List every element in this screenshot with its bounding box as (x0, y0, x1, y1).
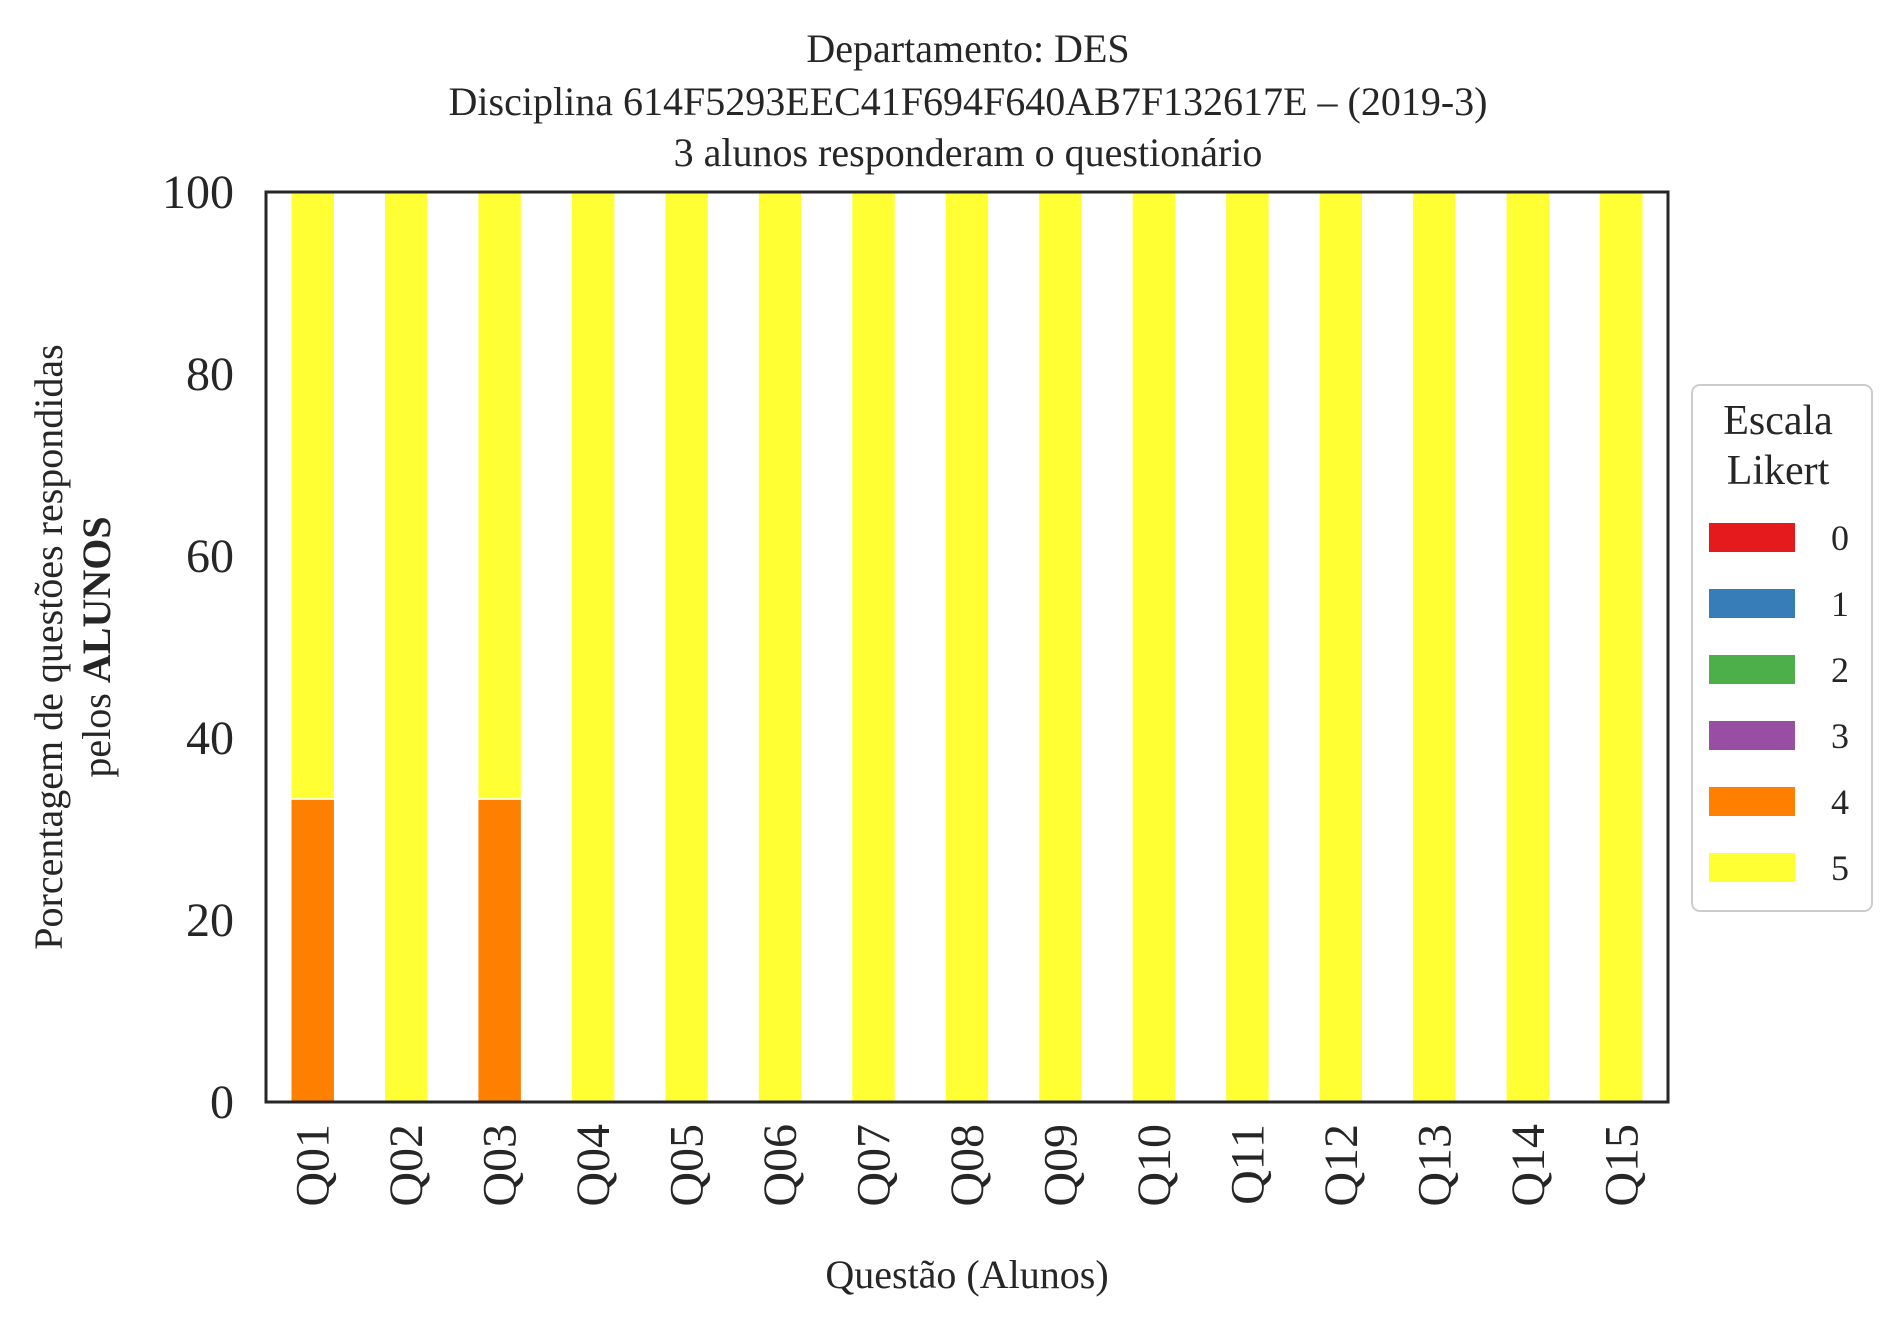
legend-label-2: 2 (1831, 650, 1849, 690)
x-tick-label-q05: Q05 (661, 1124, 714, 1207)
legend-label-0: 0 (1831, 518, 1849, 558)
legend-swatch-0 (1709, 523, 1795, 552)
legend-label-3: 3 (1831, 716, 1849, 756)
x-tick-label-q15: Q15 (1595, 1124, 1648, 1207)
legend-title-line-2: Likert (1727, 448, 1830, 494)
legend-label-5: 5 (1831, 848, 1849, 888)
x-tick-label-q04: Q04 (567, 1124, 620, 1207)
bar-q06-likert-5 (757, 191, 803, 1103)
bar-q03-likert-4 (476, 798, 523, 1103)
x-tick-label-q03: Q03 (474, 1124, 527, 1207)
chart-title: Departamento: DES Disciplina 614F5293EEC… (449, 26, 1488, 175)
bar-q15-likert-5 (1598, 191, 1644, 1103)
bar-q01-likert-4 (290, 798, 336, 1103)
bar-q13-likert-5 (1411, 191, 1458, 1103)
chart-title-line-2: Disciplina 614F5293EEC41F694F640AB7F1326… (449, 79, 1488, 124)
x-tick-label-q02: Q02 (380, 1124, 433, 1207)
bar-q10-likert-5 (1131, 191, 1177, 1103)
bar-q07-likert-5 (850, 191, 897, 1103)
legend-swatch-2 (1709, 655, 1795, 684)
y-tick-label-40: 40 (186, 712, 234, 765)
y-tick-label-100: 100 (162, 166, 234, 219)
legend-entries: 0 1 2 3 4 5 (1709, 518, 1849, 888)
bar-q11-likert-5 (1224, 191, 1271, 1103)
bar-q05-likert-5 (663, 191, 710, 1103)
bar-q09-likert-5 (1037, 191, 1084, 1103)
x-tick-label-q09: Q09 (1034, 1124, 1087, 1207)
legend-swatch-5 (1709, 853, 1795, 882)
legend-swatch-1 (1709, 589, 1795, 618)
y-tick-label-80: 80 (186, 348, 234, 401)
bar-q01-likert-5 (290, 191, 336, 800)
chart-title-line-1: Departamento: DES (806, 26, 1129, 71)
bar-q02-likert-5 (383, 191, 429, 1103)
x-tick-label-q12: Q12 (1315, 1124, 1368, 1207)
x-tick-label-q13: Q13 (1408, 1124, 1461, 1207)
y-axis-label-line-1: Porcentagem de questões respondidas (26, 344, 71, 949)
y-tick-label-0: 0 (210, 1076, 234, 1129)
y-tick-label-20: 20 (186, 894, 234, 947)
legend-frame (1691, 384, 1873, 912)
y-tick-label-60: 60 (186, 530, 234, 583)
y-axis-label-line-2: pelos ALUNOS (74, 516, 119, 777)
bar-q14-likert-5 (1505, 191, 1551, 1103)
x-axis-label: Questão (Alunos) (825, 1252, 1108, 1297)
legend-swatch-4 (1709, 787, 1795, 816)
chart-title-line-3: 3 alunos responderam o questionário (674, 130, 1263, 175)
legend-label-4: 4 (1831, 782, 1849, 822)
x-tick-label-q06: Q06 (754, 1124, 807, 1207)
y-tick-labels: 0 20 40 60 80 100 (162, 166, 234, 1129)
plot-area-frame (264, 190, 1670, 1104)
y-axis-label-prefix: pelos (74, 683, 119, 777)
x-tick-label-q07: Q07 (848, 1124, 901, 1207)
x-tick-label-q11: Q11 (1221, 1124, 1274, 1205)
bar-q08-likert-5 (944, 191, 990, 1103)
bar-q04-likert-5 (570, 191, 616, 1103)
x-tick-label-q10: Q10 (1128, 1124, 1181, 1207)
legend-swatch-3 (1709, 721, 1795, 750)
x-tick-label-q14: Q14 (1502, 1124, 1555, 1207)
x-tick-label-q08: Q08 (941, 1124, 994, 1207)
x-tick-labels: Q01 Q02 Q03 Q04 Q05 Q06 Q07 Q08 Q09 Q10 Q11 Q12 Q13 Q… (287, 1124, 1649, 1207)
y-axis-label-bold: ALUNOS (74, 516, 119, 683)
bar-layer (290, 191, 1644, 1103)
legend: Escala Likert 0 1 2 3 4 5 (1691, 384, 1873, 912)
bar-q03-likert-5 (476, 191, 523, 800)
y-axis-label: Porcentagem de questões respondidas pelo… (26, 344, 119, 949)
legend-label-1: 1 (1831, 584, 1849, 624)
x-tick-label-q01: Q01 (287, 1124, 340, 1207)
legend-title-line-1: Escala (1723, 398, 1833, 444)
bar-q12-likert-5 (1318, 191, 1364, 1103)
